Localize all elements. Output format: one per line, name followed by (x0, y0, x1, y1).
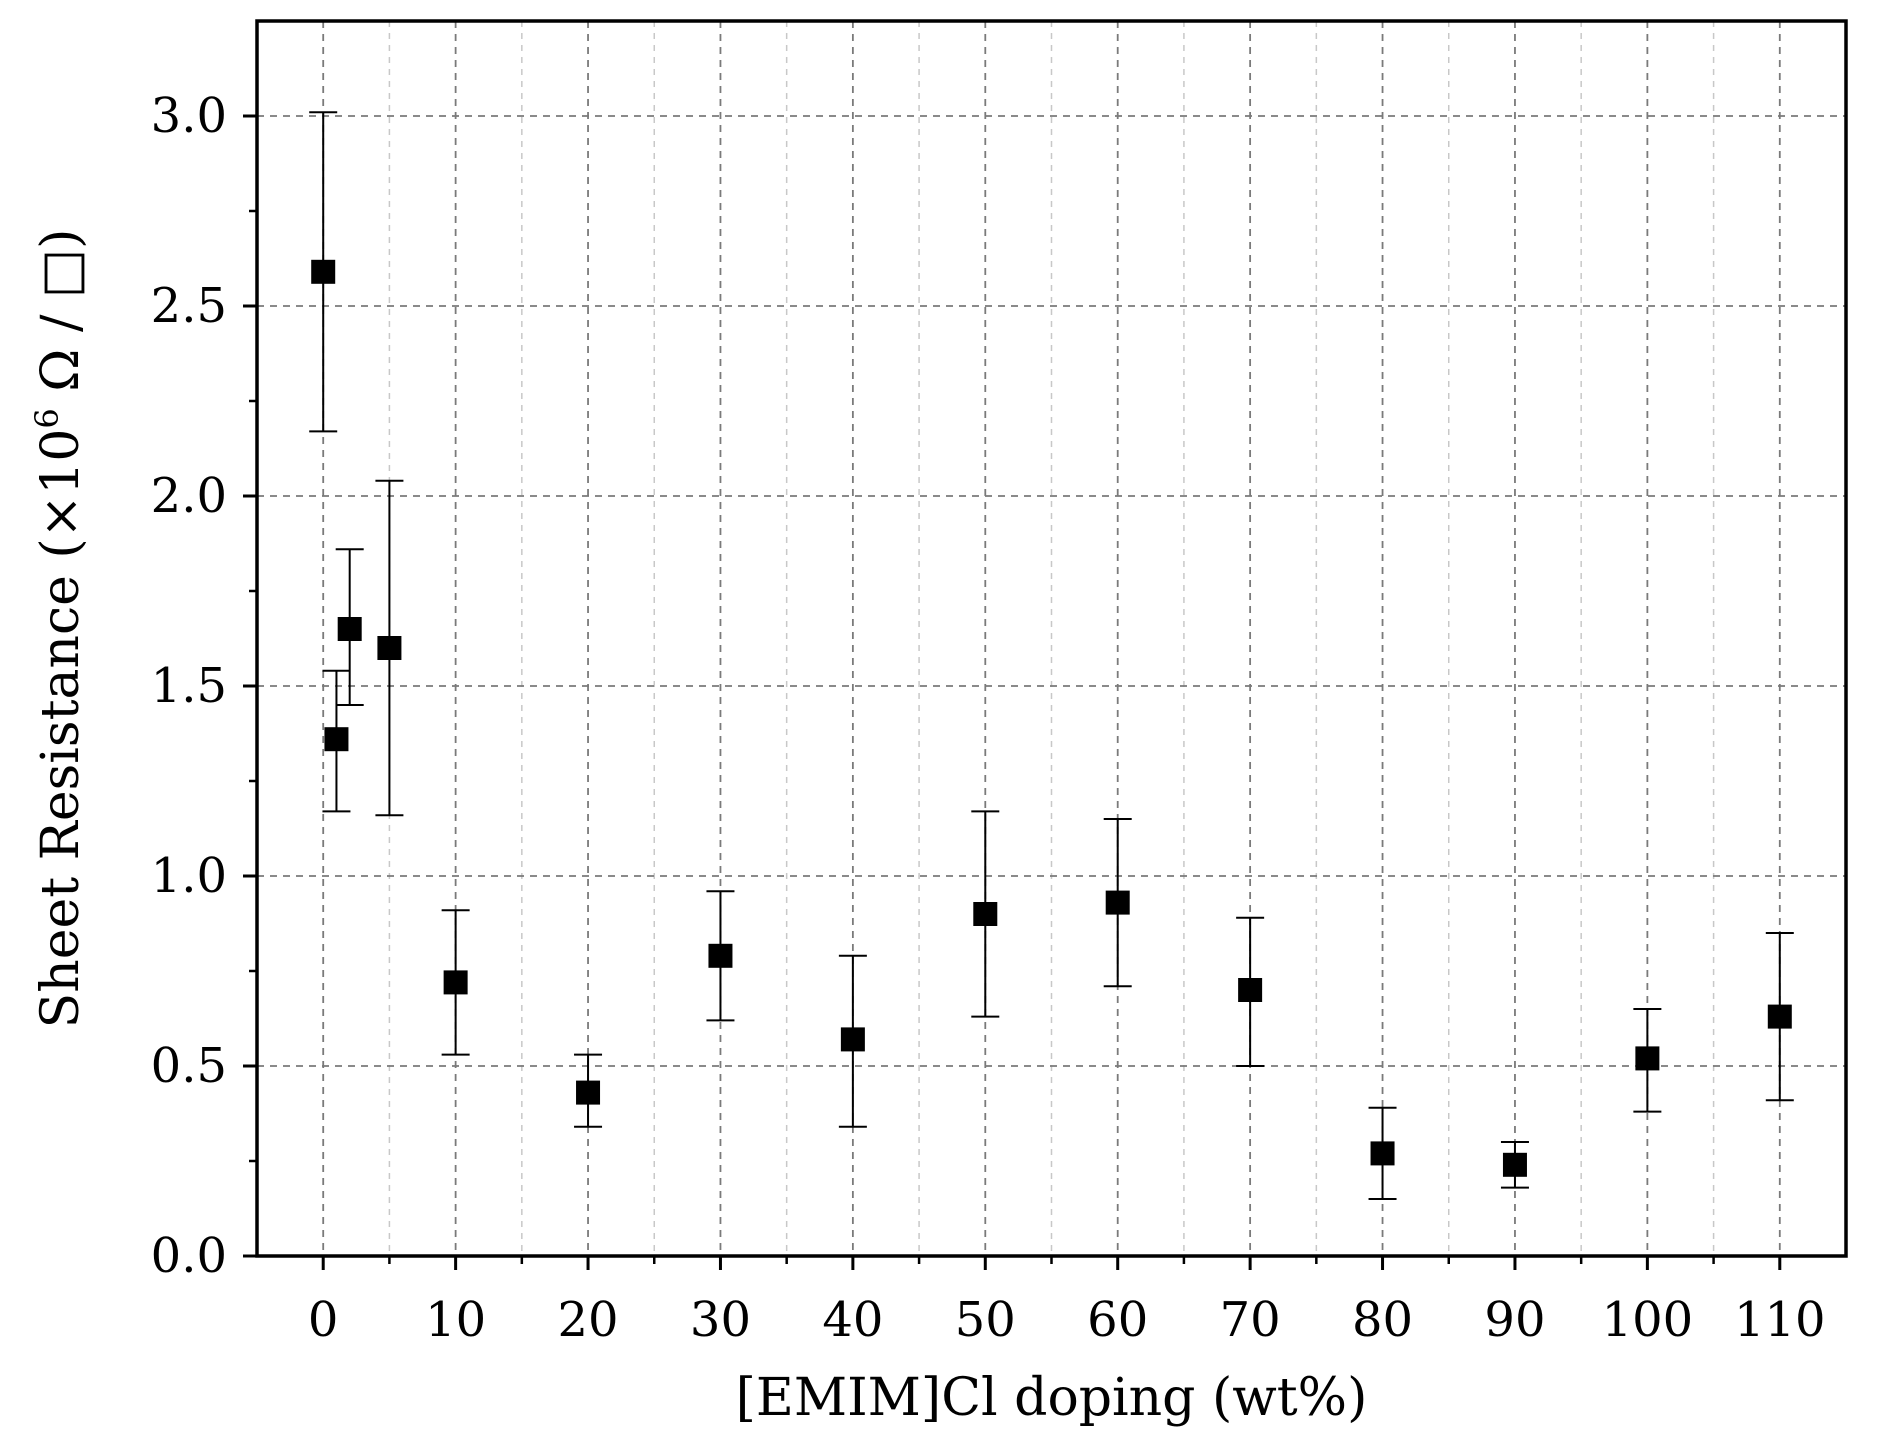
x-tick-label: 10 (425, 1292, 486, 1348)
axis-ticks (243, 114, 1782, 1270)
y-axis-title-suffix: Ω / □) (31, 229, 91, 409)
x-tick-label: 20 (558, 1292, 619, 1348)
x-tick-labels: 0 10 20 30 40 50 60 70 80 90 100 110 (308, 1292, 1826, 1348)
data-point (1502, 1152, 1527, 1177)
data-point (708, 943, 733, 968)
y-axis-title-prefix: Sheet Resistance (×10 (31, 429, 91, 1029)
data-point (1238, 978, 1263, 1002)
data-point (443, 970, 468, 995)
data-point (377, 636, 402, 660)
plot-frame (255, 19, 1848, 1258)
data-point (337, 617, 362, 641)
y-tick-label: 2.5 (151, 278, 227, 334)
grid (257, 21, 1846, 1256)
data-point (311, 259, 336, 284)
y-tick-labels: 0.0 0.5 1.0 1.5 2.0 2.5 3.0 (151, 88, 227, 1284)
x-tick-label: 100 (1602, 1292, 1694, 1348)
y-tick-label: 1.5 (151, 658, 227, 714)
x-tick-label: 0 (308, 1292, 339, 1348)
data-point (324, 727, 349, 752)
x-tick-label: 30 (690, 1292, 751, 1348)
data-point (1105, 890, 1130, 915)
data-point (1370, 1141, 1395, 1166)
y-tick-label: 2.0 (151, 468, 227, 524)
x-tick-label: 110 (1734, 1292, 1826, 1348)
y-tick-label: 0.5 (151, 1038, 227, 1094)
x-axis-title: [EMIM]Cl doping (wt%) (736, 1368, 1368, 1428)
y-tick-label: 1.0 (151, 848, 227, 904)
x-tick-label: 80 (1352, 1292, 1413, 1348)
x-tick-label: 70 (1220, 1292, 1281, 1348)
x-tick-label: 60 (1087, 1292, 1148, 1348)
x-tick-label: 50 (955, 1292, 1016, 1348)
data-point (1635, 1046, 1660, 1071)
data-point (840, 1027, 865, 1052)
y-tick-label: 3.0 (151, 88, 227, 144)
y-tick-label: 0.0 (151, 1228, 227, 1284)
data-point (1767, 1004, 1792, 1029)
y-axis-title-exponent: 6 (28, 408, 66, 428)
x-tick-label: 40 (822, 1292, 883, 1348)
x-tick-label: 90 (1484, 1292, 1545, 1348)
data-point (576, 1080, 601, 1105)
data-point (973, 902, 998, 926)
data-series (309, 111, 1794, 1200)
y-axis-title: Sheet Resistance (×106 Ω / □) (28, 229, 91, 1029)
